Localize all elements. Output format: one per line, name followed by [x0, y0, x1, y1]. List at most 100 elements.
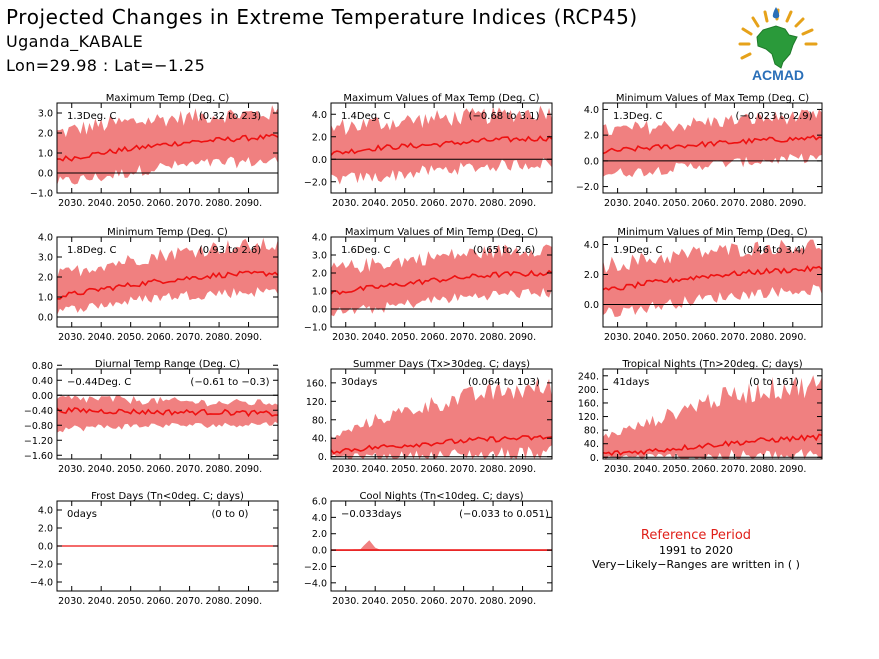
logo-text: ACMAD — [752, 67, 804, 83]
y-tick-label: −1.20 — [24, 436, 53, 447]
x-tick-label: 2030. — [332, 596, 359, 607]
x-tick-label: 2060. — [692, 198, 719, 209]
panel-title: Maximum Temp (Deg. C) — [106, 93, 230, 104]
y-tick-label: 0.00 — [32, 391, 53, 402]
y-tick-label: 2.0 — [584, 270, 599, 281]
x-tick-label: 2050. — [662, 198, 689, 209]
x-tick-label: 2030. — [332, 198, 359, 209]
chart-panel-9: 0.40.80.120.160.200.240.2030. 2040. 2050. 2… — [578, 359, 823, 475]
y-tick-label: 240. — [578, 371, 599, 382]
y-tick-label: 4.0 — [312, 110, 327, 121]
y-tick-label: 1.0 — [38, 293, 53, 304]
y-tick-label: 0.0 — [584, 156, 599, 167]
x-tick-label: 2030. — [58, 198, 85, 209]
y-tick-label: 0.0 — [312, 155, 327, 166]
y-tick-label: 200. — [578, 385, 599, 396]
median-line — [56, 406, 279, 418]
x-tick-label: 2040. — [362, 198, 389, 209]
y-tick-label: 2.0 — [38, 129, 53, 140]
x-tick-label: 2050. — [117, 332, 144, 343]
y-tick-label: 1.0 — [312, 287, 327, 298]
x-tick-label: 2070. — [721, 464, 748, 475]
uncertainty-band — [57, 105, 278, 186]
location-label: Uganda_KABALE — [6, 32, 144, 51]
y-tick-label: 3.0 — [312, 251, 327, 262]
y-tick-label: −2.0 — [30, 560, 53, 571]
x-tick-label: 2090. — [509, 332, 536, 343]
x-tick-label: 2030. — [332, 332, 359, 343]
x-tick-label: 2070. — [450, 198, 477, 209]
chart-panel-11: −4.0 −2.0 0.0 2.0 4.0 6.0 2030. 2040. 2050. 2060.… — [304, 491, 553, 607]
y-tick-label: −2.0 — [304, 562, 327, 573]
x-tick-label: 2050. — [391, 464, 418, 475]
chart-panel-7: −1.60 −1.20 −0.80 −0.40 0.00 0.40 0.80 2030. 204… — [24, 359, 279, 475]
x-tick-label: 2030. — [58, 596, 85, 607]
likely-range-label: (−0.68 to 3.1) — [469, 111, 540, 122]
x-tick-label: 2080. — [750, 464, 777, 475]
y-tick-label: 40. — [584, 439, 599, 450]
chart-panel-8: 0. 40. 80. 120. 160. 2030. 2040. 2050. 2060. 2070… — [306, 359, 553, 475]
likely-range-label: (0.32 to 2.3) — [199, 111, 261, 122]
x-tick-label: 2090. — [509, 198, 536, 209]
y-tick-label: 4.0 — [312, 513, 327, 524]
plot-frame — [330, 500, 553, 592]
uncertainty-band — [603, 239, 822, 317]
y-tick-label: 0.0 — [38, 169, 53, 180]
y-tick-label: 80. — [584, 426, 599, 437]
likely-range-label: (0.064 to 103) — [468, 377, 540, 388]
x-tick-label: 2050. — [662, 332, 689, 343]
y-tick-label: −2.0 — [304, 177, 327, 188]
mean-change-label: 1.8Deg. C — [67, 245, 116, 256]
median-line — [56, 133, 279, 162]
y-tick-label: 0.40 — [32, 376, 53, 387]
x-tick-label: 2050. — [117, 596, 144, 607]
chart-panel-4: 0.0 1.0 2.0 3.0 4.0 2030. 2040. 2050. 2060. 2070.… — [38, 227, 279, 343]
plot-frame — [330, 102, 553, 194]
x-tick-label: 2080. — [205, 596, 232, 607]
x-tick-label: 2040. — [633, 332, 660, 343]
panel-title: Maximum Values of Max Temp (Deg. C) — [343, 93, 539, 104]
panel-title: Tropical Nights (Tn>20deg. C; days) — [621, 359, 802, 370]
x-tick-label: 2090. — [509, 464, 536, 475]
reference-note: Very−Likely−Ranges are written in ( ) — [592, 558, 800, 571]
page-title: Projected Changes in Extreme Temperature… — [6, 5, 638, 29]
y-tick-label: −0.80 — [24, 421, 53, 432]
uncertainty-band — [331, 378, 552, 459]
y-tick-label: 3.0 — [38, 253, 53, 264]
likely-range-label: (0 to 161) — [749, 377, 799, 388]
y-tick-label: 2.0 — [312, 132, 327, 143]
x-tick-label: 2080. — [479, 332, 506, 343]
x-tick-label: 2030. — [58, 464, 85, 475]
africa-map-logo-icon: ACMAD — [738, 7, 818, 83]
x-tick-label: 2080. — [750, 198, 777, 209]
plot-frame — [330, 368, 553, 460]
x-tick-label: 2060. — [421, 198, 448, 209]
x-tick-label: 2090. — [235, 332, 262, 343]
x-tick-label: 2060. — [147, 198, 174, 209]
x-tick-label: 2050. — [391, 198, 418, 209]
x-tick-label: 2060. — [692, 464, 719, 475]
x-tick-label: 2090. — [509, 596, 536, 607]
x-tick-label: 2060. — [421, 464, 448, 475]
median-line — [602, 134, 823, 155]
panel-title: Cool Nights (Tn<10deg. C; days) — [359, 491, 523, 502]
sun-rays-icon — [738, 8, 818, 60]
uncertainty-band — [603, 375, 822, 459]
x-tick-label: 2070. — [450, 596, 477, 607]
x-tick-label: 2080. — [479, 198, 506, 209]
y-tick-label: 2.0 — [584, 131, 599, 142]
x-tick-label: 2040. — [633, 198, 660, 209]
uncertainty-band — [57, 394, 278, 433]
likely-range-label: (0.93 to 2.6) — [199, 245, 261, 256]
x-tick-label: 2060. — [692, 332, 719, 343]
x-tick-label: 2070. — [450, 332, 477, 343]
mean-change-label: 41days — [613, 377, 649, 388]
y-tick-label: 4.0 — [584, 105, 599, 116]
y-tick-label: 6.0 — [312, 497, 327, 508]
x-tick-label: 2070. — [176, 198, 203, 209]
x-tick-label: 2070. — [176, 464, 203, 475]
mean-change-label: 1.3Deg. C — [613, 111, 662, 122]
y-tick-label: 80. — [312, 415, 327, 426]
